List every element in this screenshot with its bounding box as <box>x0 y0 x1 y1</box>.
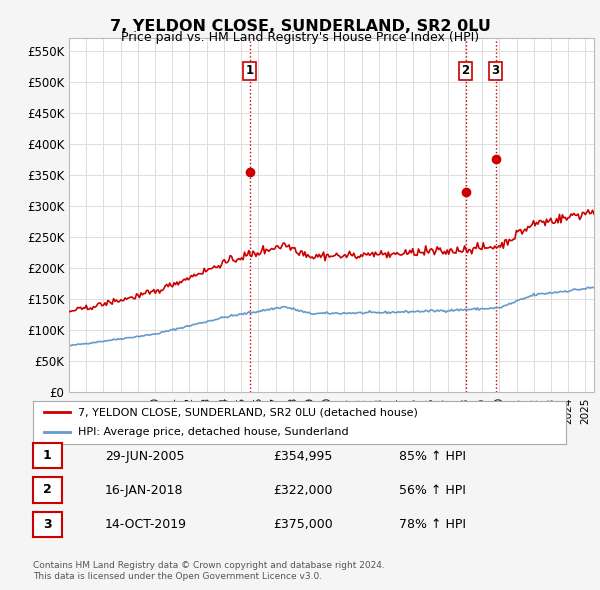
Text: 1: 1 <box>43 449 52 463</box>
Text: 16-JAN-2018: 16-JAN-2018 <box>105 484 184 497</box>
Text: 56% ↑ HPI: 56% ↑ HPI <box>399 484 466 497</box>
Text: 1: 1 <box>245 64 254 77</box>
Text: HPI: Average price, detached house, Sunderland: HPI: Average price, detached house, Sund… <box>78 427 349 437</box>
Text: 14-OCT-2019: 14-OCT-2019 <box>105 518 187 531</box>
Text: Price paid vs. HM Land Registry's House Price Index (HPI): Price paid vs. HM Land Registry's House … <box>121 31 479 44</box>
Text: 29-JUN-2005: 29-JUN-2005 <box>105 450 185 463</box>
Text: 7, YELDON CLOSE, SUNDERLAND, SR2 0LU: 7, YELDON CLOSE, SUNDERLAND, SR2 0LU <box>110 19 490 34</box>
Text: £322,000: £322,000 <box>273 484 332 497</box>
Text: £375,000: £375,000 <box>273 518 333 531</box>
Text: 78% ↑ HPI: 78% ↑ HPI <box>399 518 466 531</box>
Text: 2: 2 <box>43 483 52 497</box>
Text: 7, YELDON CLOSE, SUNDERLAND, SR2 0LU (detached house): 7, YELDON CLOSE, SUNDERLAND, SR2 0LU (de… <box>78 407 418 417</box>
Text: £354,995: £354,995 <box>273 450 332 463</box>
Text: 85% ↑ HPI: 85% ↑ HPI <box>399 450 466 463</box>
Text: 3: 3 <box>43 517 52 531</box>
Text: 3: 3 <box>491 64 500 77</box>
Text: 2: 2 <box>461 64 470 77</box>
Text: Contains HM Land Registry data © Crown copyright and database right 2024.
This d: Contains HM Land Registry data © Crown c… <box>33 561 385 581</box>
